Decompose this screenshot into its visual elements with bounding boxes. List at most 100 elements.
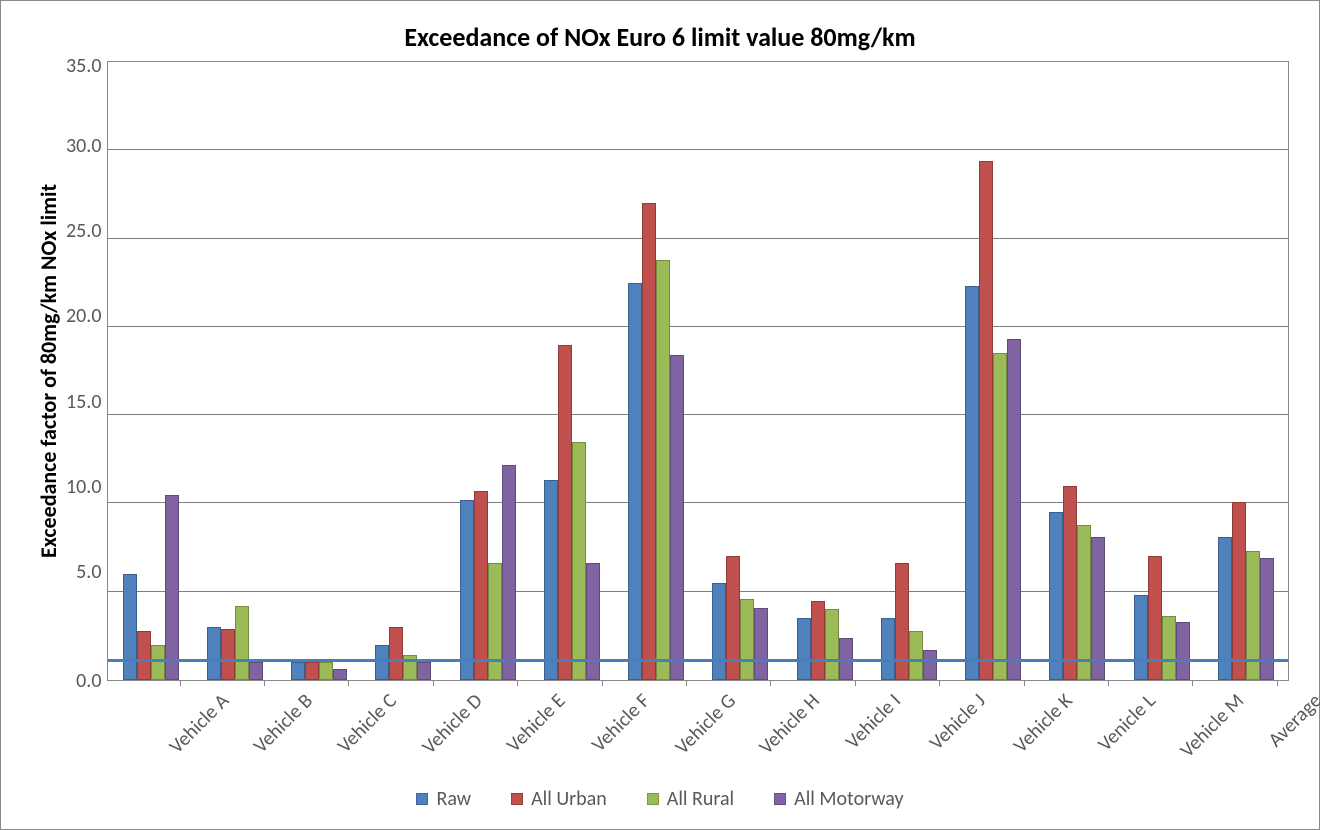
y-axis-ticks: 35.030.025.020.015.010.05.00.0 bbox=[66, 61, 107, 681]
x-tick-mark bbox=[1024, 680, 1025, 686]
bar bbox=[544, 480, 558, 680]
legend-item: All Rural bbox=[647, 787, 734, 811]
bar bbox=[389, 627, 403, 680]
bar bbox=[923, 650, 937, 680]
bar-group bbox=[277, 62, 361, 680]
x-tick: Vehicle K bbox=[981, 681, 1065, 771]
bar bbox=[375, 645, 389, 680]
bar-group bbox=[361, 62, 445, 680]
bar-group bbox=[193, 62, 277, 680]
bar bbox=[740, 599, 754, 680]
bar bbox=[333, 669, 347, 680]
bar bbox=[474, 491, 488, 680]
bar-group bbox=[951, 62, 1035, 680]
bar bbox=[207, 627, 221, 680]
bar bbox=[1134, 595, 1148, 680]
bar bbox=[993, 353, 1007, 680]
bar bbox=[235, 606, 249, 680]
bar bbox=[1007, 339, 1021, 680]
legend: Raw All Urban All Rural All Motorway bbox=[31, 787, 1289, 811]
bar-group bbox=[614, 62, 698, 680]
bar-group bbox=[867, 62, 951, 680]
x-tick-mark bbox=[433, 680, 434, 686]
bar bbox=[151, 645, 165, 680]
x-tick-label: Average bbox=[1263, 689, 1320, 752]
bar bbox=[137, 631, 151, 680]
plot-wrap: Exceedance factor of 80mg/km NOx limit 3… bbox=[31, 61, 1289, 681]
y-tick-label: 25.0 bbox=[66, 219, 101, 243]
bar bbox=[417, 662, 431, 680]
legend-label: All Urban bbox=[531, 787, 607, 811]
x-tick: Vehicle E bbox=[475, 681, 559, 771]
x-tick: Vehicle C bbox=[306, 681, 390, 771]
x-tick-mark bbox=[180, 680, 181, 686]
legend-item: All Urban bbox=[511, 787, 607, 811]
x-axis-ticks: Vehicle AVehicle BVehicle CVehicle DVehi… bbox=[137, 681, 1319, 771]
chart-title: Exceedance of NOx Euro 6 limit value 80m… bbox=[31, 21, 1289, 53]
bar bbox=[502, 465, 516, 680]
bar bbox=[572, 442, 586, 680]
legend-swatch bbox=[647, 793, 659, 805]
y-axis-title: Exceedance factor of 80mg/km NOx limit bbox=[31, 61, 66, 681]
reference-line bbox=[108, 659, 1288, 662]
legend-label: All Motorway bbox=[794, 787, 903, 811]
bar-group bbox=[530, 62, 614, 680]
legend-label: Raw bbox=[436, 787, 471, 811]
x-tick: Vehicle I bbox=[813, 681, 897, 771]
bar bbox=[642, 203, 656, 680]
bar-group bbox=[1204, 62, 1288, 680]
bar bbox=[1049, 512, 1063, 680]
bar bbox=[249, 662, 263, 680]
x-tick-mark bbox=[770, 680, 771, 686]
x-tick: Average bbox=[1235, 681, 1319, 771]
legend-swatch bbox=[416, 793, 428, 805]
bar bbox=[123, 574, 137, 680]
bar bbox=[319, 662, 333, 680]
bar bbox=[825, 609, 839, 680]
bar-group bbox=[698, 62, 782, 680]
x-tick: Vehicle F bbox=[559, 681, 643, 771]
y-tick-label: 15.0 bbox=[66, 390, 101, 414]
bar bbox=[221, 629, 235, 680]
y-tick-label: 30.0 bbox=[66, 134, 101, 158]
bar bbox=[291, 662, 305, 680]
bar bbox=[1176, 622, 1190, 680]
bar bbox=[754, 608, 768, 680]
x-tick-mark bbox=[939, 680, 940, 686]
plot-area bbox=[107, 61, 1289, 681]
x-tick: Vehicle B bbox=[222, 681, 306, 771]
x-tick-label: Vehicle I bbox=[841, 689, 906, 754]
legend-swatch bbox=[774, 793, 786, 805]
y-tick-label: 10.0 bbox=[66, 475, 101, 499]
x-tick-mark bbox=[1277, 680, 1278, 686]
y-tick-label: 5.0 bbox=[66, 560, 101, 584]
bar bbox=[656, 260, 670, 680]
chart-container: Exceedance of NOx Euro 6 limit value 80m… bbox=[1, 1, 1319, 829]
bar bbox=[811, 601, 825, 680]
x-tick: Vehicle J bbox=[897, 681, 981, 771]
x-tick-mark bbox=[348, 680, 349, 686]
bar bbox=[979, 161, 993, 680]
x-tick: Vehicle M bbox=[1150, 681, 1234, 771]
x-tick-mark bbox=[1192, 680, 1193, 686]
bar bbox=[670, 355, 684, 680]
x-tick: Venicle L bbox=[1066, 681, 1150, 771]
x-tick-mark bbox=[517, 680, 518, 686]
bar bbox=[1077, 525, 1091, 680]
bar bbox=[909, 631, 923, 680]
x-tick: Vehicle A bbox=[137, 681, 221, 771]
bar bbox=[881, 618, 895, 680]
x-tick-mark bbox=[264, 680, 265, 686]
bar-group bbox=[108, 62, 192, 680]
y-tick-label: 35.0 bbox=[66, 54, 101, 78]
bar bbox=[797, 618, 811, 680]
x-tick-mark bbox=[686, 680, 687, 686]
x-tick: Vehicle G bbox=[644, 681, 728, 771]
x-tick-mark bbox=[1108, 680, 1109, 686]
bar bbox=[558, 345, 572, 680]
bar bbox=[628, 283, 642, 680]
x-tick-mark bbox=[602, 680, 603, 686]
bar-group bbox=[1035, 62, 1119, 680]
x-tick-mark bbox=[855, 680, 856, 686]
bars-layer bbox=[108, 62, 1288, 680]
